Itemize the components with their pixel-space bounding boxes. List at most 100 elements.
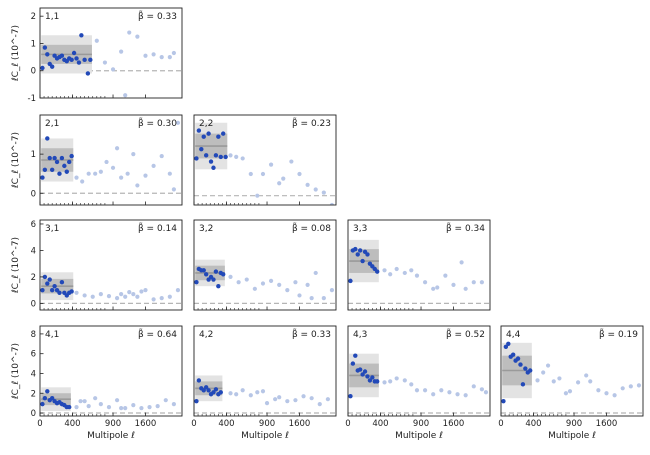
panel-frame: [193, 114, 337, 206]
data-point-excluded: [535, 378, 540, 383]
data-point-excluded: [151, 52, 156, 57]
data-point-excluded: [106, 294, 112, 299]
y-axis-label: ℓC_ℓ (10^-7): [11, 132, 21, 189]
data-point-excluded: [106, 404, 112, 410]
data-point-excluded: [151, 163, 156, 168]
panel-4-1: 0 400 900 1600 0 2 4 6 8 4,1 β̃ = 0.64 ℓC_ℓ (10^-7)…: [11, 325, 183, 441]
data-point: [218, 154, 223, 160]
data-point-excluded: [268, 162, 274, 167]
data-point-excluded: [414, 273, 420, 278]
data-point-excluded: [264, 401, 270, 406]
data-point-excluded: [123, 294, 128, 299]
data-point-excluded: [131, 292, 136, 297]
data-point-excluded: [167, 171, 172, 176]
panel-4-4: 0 400 900 1600 4,4 β̃ = 0.19 Multipole ℓ: [498, 325, 644, 441]
data-point-excluded: [463, 393, 468, 398]
data-point: [201, 268, 206, 273]
y-axis-label: ℓC_ℓ (10^-7): [11, 25, 21, 82]
data-point: [49, 395, 55, 401]
plot-area: [194, 122, 336, 205]
data-point: [360, 258, 365, 264]
data-point: [57, 171, 62, 176]
data-point: [218, 390, 223, 395]
data-point-excluded: [628, 384, 633, 389]
data-point-excluded: [545, 363, 551, 368]
data-point: [503, 344, 509, 349]
data-point-excluded: [268, 278, 274, 283]
data-point: [216, 134, 221, 139]
data-point: [45, 52, 50, 57]
data-point: [518, 362, 523, 367]
data-point: [76, 60, 82, 65]
data-point: [196, 378, 202, 383]
panel-id-label: 4,2: [199, 330, 213, 340]
panel-2-2: 2,2 β̃ = 0.23: [193, 114, 337, 206]
data-point: [223, 154, 228, 160]
x-axis-label: Multipole ℓ: [87, 431, 135, 441]
data-point: [216, 283, 221, 289]
data-point-excluded: [409, 268, 414, 273]
panel-id-label: 2,1: [45, 119, 59, 129]
data-point-excluded: [119, 49, 124, 54]
y-tick-label: 2: [31, 12, 36, 22]
data-point-excluded: [171, 50, 176, 56]
data-point-excluded: [285, 288, 290, 293]
data-point-excluded: [471, 280, 476, 285]
data-point: [365, 252, 370, 257]
data-point-excluded: [329, 202, 335, 205]
x-tick-label: 900: [105, 419, 121, 429]
data-point-excluded: [98, 169, 103, 174]
data-point: [69, 57, 74, 63]
data-point-excluded: [159, 153, 164, 159]
data-point-excluded: [551, 379, 556, 384]
data-point: [357, 367, 363, 372]
panel-frame: [39, 325, 183, 417]
data-point-excluded: [127, 30, 132, 35]
data-point-excluded: [114, 295, 120, 301]
data-point: [52, 155, 57, 161]
x-tick-label: 400: [218, 419, 234, 429]
data-point: [49, 64, 55, 69]
data-point-excluded: [394, 376, 399, 381]
x-axis-label: Multipole ℓ: [241, 431, 289, 441]
x-axis-label: Multipole ℓ: [395, 431, 443, 441]
data-point-excluded: [604, 391, 609, 396]
data-point-excluded: [260, 389, 266, 394]
data-point-excluded: [110, 165, 116, 170]
data-point: [348, 278, 353, 284]
data-point: [375, 269, 380, 274]
y-tick-label: 0: [31, 299, 36, 309]
data-point-excluded: [80, 179, 85, 184]
data-point-excluded: [86, 171, 91, 176]
panel-frame: [39, 219, 183, 311]
panel-id-label: 3,3: [353, 224, 367, 234]
x-tick-label: 400: [525, 419, 541, 429]
data-point: [45, 281, 50, 286]
data-point-excluded: [82, 293, 87, 298]
data-point: [375, 379, 380, 384]
data-point-excluded: [301, 394, 306, 399]
panel-3-1: 0 2 4 6 3,1 β̃ = 0.14 ℓC_ℓ (10^-7): [11, 219, 183, 311]
x-tick-label: 1600: [135, 419, 157, 429]
data-point-excluded: [114, 146, 120, 151]
data-point: [211, 165, 216, 170]
data-point: [353, 246, 358, 252]
data-point: [47, 277, 52, 282]
data-point: [54, 159, 60, 165]
y-tick-label: 0: [31, 409, 36, 419]
data-point: [82, 57, 87, 63]
data-point-excluded: [102, 60, 108, 65]
data-point-excluded: [119, 405, 124, 411]
x-axis-label: Multipole ℓ: [548, 431, 596, 441]
beta-annotation: β̃ = 0.19: [599, 328, 638, 340]
data-point: [528, 368, 533, 373]
y-axis-label: ℓC_ℓ (10^-7): [11, 237, 21, 294]
data-point: [42, 274, 48, 280]
data-point-excluded: [277, 395, 282, 400]
data-point-excluded: [119, 292, 124, 297]
data-point-excluded: [228, 274, 233, 280]
data-point-excluded: [248, 171, 253, 177]
x-tick-label: 0: [345, 419, 350, 429]
data-point-excluded: [483, 390, 489, 395]
data-point: [194, 398, 199, 404]
